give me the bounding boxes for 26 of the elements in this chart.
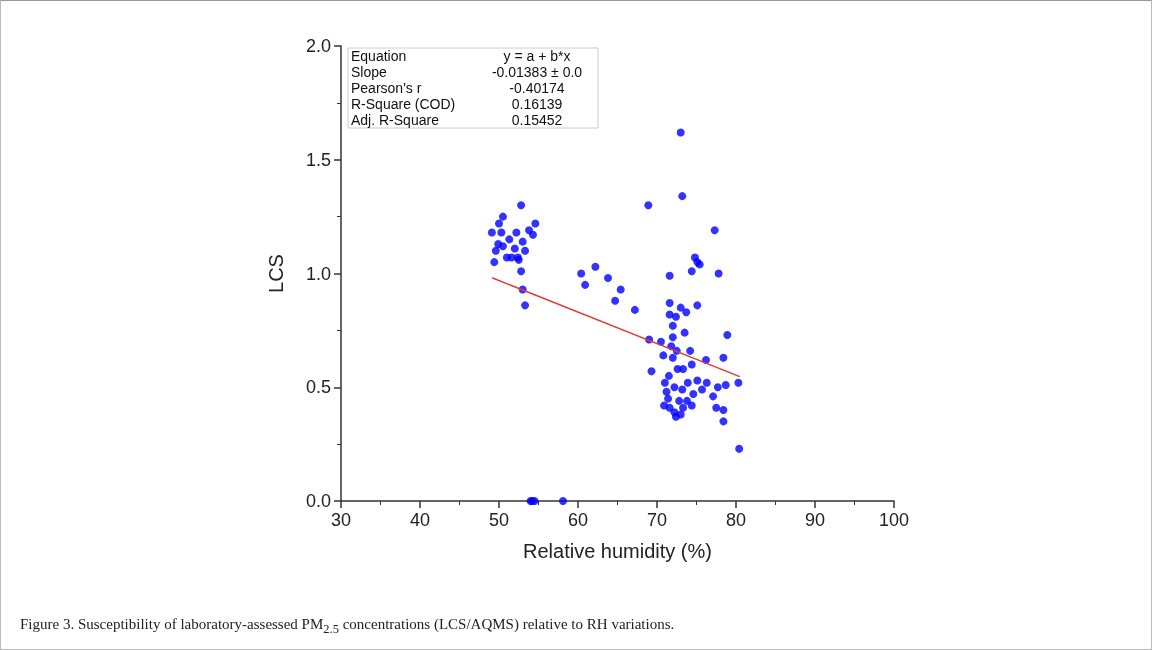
x-tick-label: 50	[488, 510, 510, 530]
y-tick-label: 1.5	[305, 149, 331, 170]
annotation: Equation	[351, 48, 407, 64]
x-tick-label: 70	[646, 510, 668, 530]
annotation: Slope	[351, 64, 388, 80]
y-tick-label: 1.0	[305, 263, 331, 284]
annotation: 0.16139	[511, 96, 563, 112]
annotation: y = a + b*x	[503, 48, 571, 64]
x-tick-label: 40	[409, 510, 431, 530]
x-tick-label: 80	[725, 510, 747, 530]
x-tick-label: 100	[878, 510, 910, 530]
x-tick-label: 90	[804, 510, 826, 530]
x-tick-label: 60	[567, 510, 589, 530]
annotation: Pearson's r	[351, 80, 422, 96]
y-tick-label: 0.0	[305, 491, 331, 511]
y-tick-label: 0.5	[305, 377, 331, 398]
annotation: -0.40174	[509, 80, 565, 96]
caption: Figure 3. Susceptibility of laboratory-assessed PM$_{2.5}$ concentrations (LCS/AQMS) relative to RH variations.	[20, 616, 675, 637]
x-axis-title: Relative humidity (%)	[523, 540, 712, 562]
annotation: Adj. R-Square	[351, 112, 440, 128]
y-tick-label: 2.0	[305, 36, 331, 56]
annotation: -0.01383 ± 0.0	[491, 64, 583, 80]
y-axis-title: LCS	[265, 254, 287, 293]
x-tick-label: 30	[330, 510, 352, 530]
annotation: 0.15452	[511, 112, 563, 128]
annotation: R-Square (COD)	[351, 96, 456, 112]
